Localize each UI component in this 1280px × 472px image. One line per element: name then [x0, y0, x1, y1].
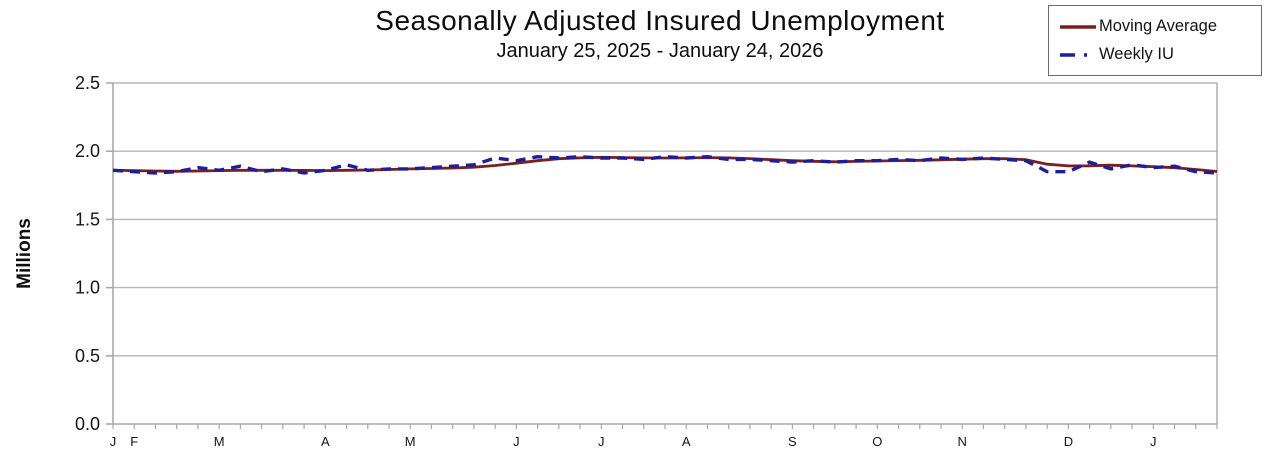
x-month-label: A — [682, 434, 691, 449]
x-month-label: A — [321, 434, 330, 449]
x-month-label: S — [788, 434, 797, 449]
y-tick-label: 2.0 — [75, 141, 100, 161]
moving-average-line — [112, 155, 1218, 173]
y-tick-label: 1.5 — [75, 209, 100, 229]
legend-label: Moving Average — [1099, 17, 1218, 35]
x-month-label: M — [405, 434, 416, 449]
y-tick-label: 1.0 — [75, 278, 100, 298]
x-month-label: F — [130, 434, 138, 449]
x-month-label: J — [1150, 434, 1157, 449]
x-month-label: J — [110, 434, 117, 449]
legend-item-weekly-iu: Weekly IU — [1058, 45, 1257, 64]
y-axis-title: Millions — [14, 218, 35, 289]
x-month-label: J — [513, 434, 520, 449]
y-tick-label: 0.0 — [75, 414, 100, 434]
solid-line-icon — [1060, 24, 1096, 29]
legend: Moving Average Weekly IU — [1048, 5, 1262, 76]
y-tick-label: 2.5 — [75, 73, 100, 93]
y-tick-label: 0.5 — [75, 346, 100, 366]
x-month-label: N — [958, 434, 967, 449]
x-month-label: O — [872, 434, 882, 449]
x-month-label: D — [1064, 434, 1073, 449]
dashed-line-icon — [1060, 52, 1096, 57]
weekly-iu-line — [112, 154, 1218, 175]
legend-item-moving-average: Moving Average — [1058, 17, 1257, 36]
legend-label: Weekly IU — [1099, 45, 1174, 63]
x-month-label: J — [598, 434, 605, 449]
x-month-label: M — [214, 434, 225, 449]
